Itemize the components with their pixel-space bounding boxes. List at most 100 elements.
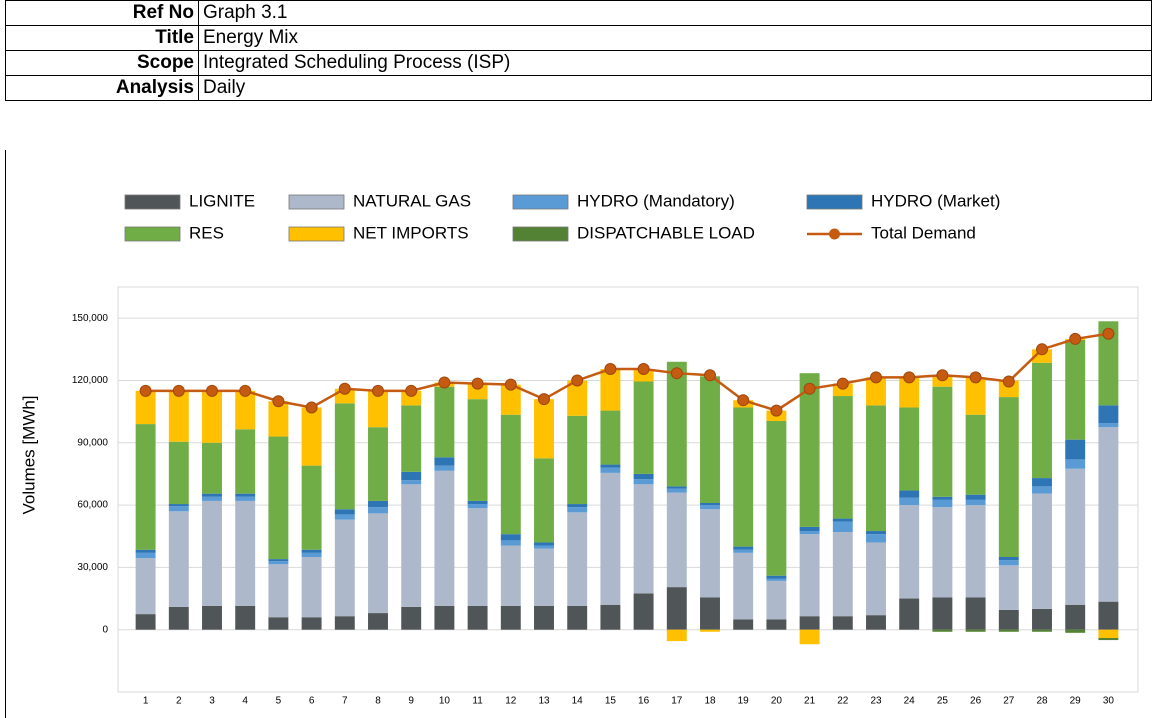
line-marker — [438, 376, 451, 389]
bar-segment — [334, 403, 355, 510]
bar-segment — [700, 509, 720, 598]
y-tick-label: 30,000 — [77, 562, 108, 573]
bar-segment — [401, 606, 422, 630]
bar-segment — [567, 512, 588, 606]
bar-segment — [1032, 493, 1052, 609]
y-tick-label: 120,000 — [72, 375, 109, 386]
bar-segment — [866, 615, 886, 630]
bar-segment — [500, 605, 521, 630]
header-value: Energy Mix — [198, 25, 1152, 51]
legend-swatch — [829, 228, 840, 240]
bar-segment — [401, 471, 422, 481]
bar-segment — [202, 442, 222, 494]
bar-segment — [301, 465, 322, 550]
bar-segment — [600, 467, 621, 473]
bar-segment — [368, 427, 388, 501]
y-tick-label: 0 — [102, 624, 108, 635]
x-tick-label: 29 — [1070, 696, 1082, 707]
bar-segment — [202, 390, 222, 443]
bar-segment — [832, 532, 853, 617]
bar-segment — [766, 619, 787, 630]
bar-segment — [534, 542, 554, 546]
bar-segment — [998, 629, 1019, 632]
bar-segment — [434, 470, 455, 606]
bar-segment — [268, 561, 289, 565]
bar-segment — [168, 441, 189, 505]
bar-segment — [633, 479, 654, 485]
x-tick-label: 14 — [572, 696, 584, 707]
line-marker — [206, 384, 218, 397]
bar-segment — [567, 380, 588, 416]
x-tick-label: 20 — [771, 696, 783, 707]
bar-segment — [1032, 608, 1052, 630]
line-marker — [637, 363, 650, 376]
bar-segment — [135, 552, 156, 559]
header-value: Daily — [198, 75, 1152, 101]
y-axis-title: Volumes [MWh] — [19, 395, 38, 514]
x-tick-label: 30 — [1103, 696, 1115, 707]
bar-segment — [899, 505, 920, 599]
x-tick-label: 27 — [1003, 696, 1015, 707]
bar-segment — [500, 414, 521, 535]
legend-swatch — [124, 194, 181, 210]
bar-segment — [202, 496, 222, 501]
legend-label: HYDRO (Market) — [871, 191, 1000, 210]
bar-segment — [467, 500, 488, 505]
bar-segment — [168, 606, 189, 630]
bar-segment — [832, 616, 853, 630]
line-marker — [704, 369, 716, 382]
bar-segment — [368, 500, 388, 508]
bar-segment — [600, 472, 621, 605]
bar-segment — [334, 509, 355, 515]
legend-label: LIGNITE — [189, 191, 255, 210]
bar-segment — [202, 500, 222, 606]
bar-segment — [666, 492, 687, 588]
bar-segment — [600, 464, 621, 468]
bar-segment — [368, 507, 388, 514]
line-marker — [604, 363, 617, 376]
bar-segment — [899, 377, 920, 408]
line-marker — [272, 395, 285, 408]
bar-segment — [1032, 362, 1052, 479]
header-label: Ref No — [5, 0, 199, 26]
x-tick-label: 10 — [439, 696, 451, 707]
line-marker — [1102, 327, 1115, 340]
bar-segment — [899, 598, 920, 630]
bar-segment — [401, 484, 422, 607]
bar-segment — [633, 484, 654, 594]
header-row: Ref No Graph 3.1 — [5, 0, 1152, 26]
bar-segment — [965, 629, 986, 632]
bar-segment — [766, 578, 787, 581]
legend-label: NATURAL GAS — [353, 191, 471, 210]
bar-segment — [500, 384, 521, 415]
x-tick-label: 18 — [704, 696, 716, 707]
line-marker — [670, 367, 683, 380]
bar-segment — [1032, 629, 1052, 632]
bar-segment — [600, 410, 621, 465]
bar-segment — [899, 497, 920, 506]
bar-segment — [600, 604, 621, 630]
bar-segment — [799, 534, 820, 617]
bar-segment — [700, 503, 720, 506]
x-tick-label: 21 — [804, 696, 816, 707]
bar-segment — [932, 386, 953, 497]
bar-segment — [268, 559, 289, 562]
legend-swatch — [288, 226, 345, 242]
bar-segment — [799, 616, 820, 630]
legend-label: RES — [189, 223, 224, 242]
bar-segment — [998, 557, 1019, 561]
bar-segment — [666, 361, 687, 487]
bar-segment — [268, 564, 289, 618]
bar-segment — [235, 429, 256, 494]
header-row: Title Energy Mix — [5, 25, 1152, 51]
bar-segment — [534, 545, 554, 549]
bar-segment — [368, 513, 388, 614]
bar-segment — [965, 414, 986, 495]
bar-segment — [401, 405, 422, 472]
line-marker — [239, 384, 252, 397]
bar-segment — [733, 552, 754, 620]
bar-segment — [334, 616, 355, 630]
bar-segment — [467, 508, 488, 606]
line-marker — [737, 394, 750, 407]
